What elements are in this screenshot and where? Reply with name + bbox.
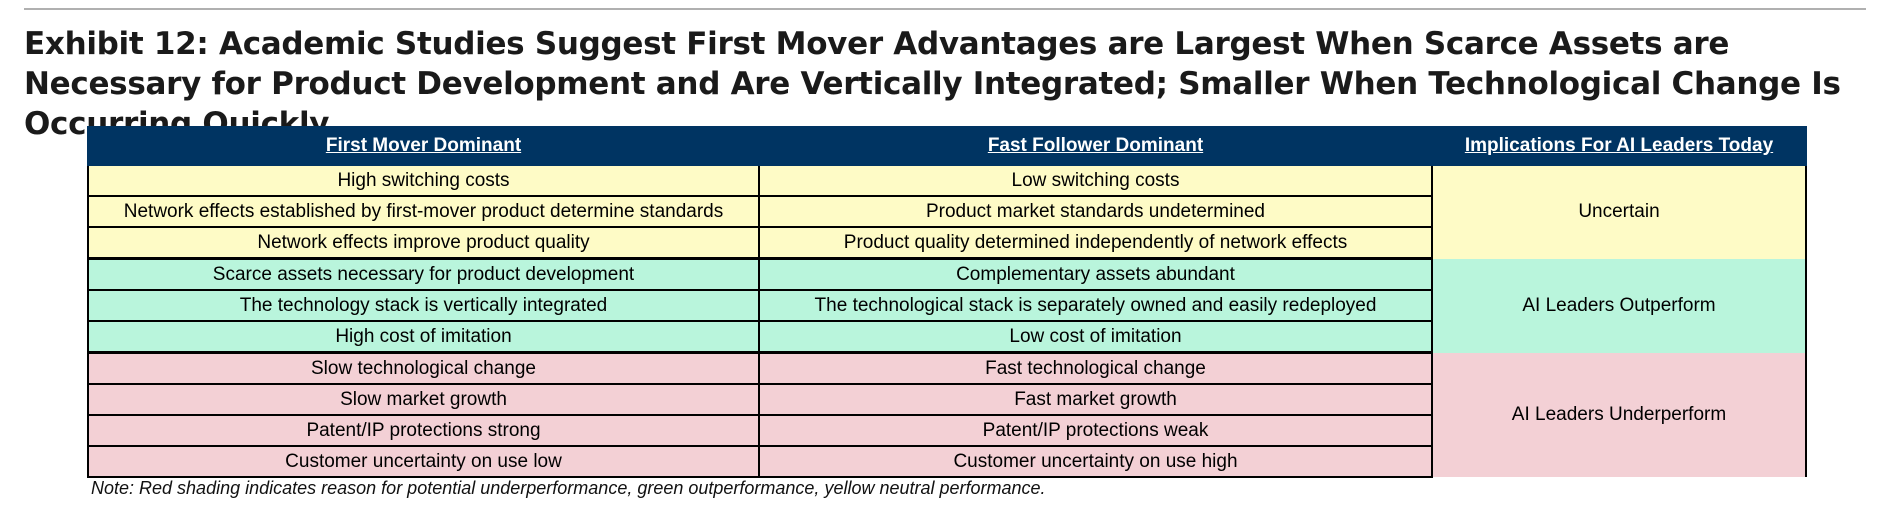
table-header-row: First Mover Dominant Fast Follower Domin… <box>87 126 1807 166</box>
first-mover-cell: High cost of imitation <box>87 320 760 354</box>
fast-follower-cell: Fast technological change <box>758 351 1433 385</box>
header-first-mover: First Mover Dominant <box>87 126 760 166</box>
first-mover-cell: The technology stack is vertically integ… <box>87 289 760 322</box>
fast-follower-cell: The technological stack is separately ow… <box>758 289 1433 322</box>
implication-uncertain: Uncertain <box>1431 165 1807 259</box>
first-mover-cell: Network effects improve product quality <box>87 226 760 260</box>
fast-follower-cell: Product quality determined independently… <box>758 226 1433 260</box>
implication-underperform: AI Leaders Underperform <box>1431 352 1807 477</box>
fast-follower-cell: Complementary assets abundant <box>758 257 1433 291</box>
header-fast-follower: Fast Follower Dominant <box>758 126 1433 166</box>
fast-follower-cell: Patent/IP protections weak <box>758 414 1433 447</box>
fast-follower-cell: Low switching costs <box>758 164 1433 197</box>
first-mover-cell: Scarce assets necessary for product deve… <box>87 257 760 291</box>
first-mover-cell: Network effects established by first-mov… <box>87 195 760 228</box>
table-row: Slow technological change Fast technolog… <box>87 351 1807 477</box>
first-mover-cell: Customer uncertainty on use low <box>87 445 760 478</box>
header-implications: Implications For AI Leaders Today <box>1431 126 1807 166</box>
fast-follower-cell: Low cost of imitation <box>758 320 1433 354</box>
footnote: Note: Red shading indicates reason for p… <box>91 478 1046 498</box>
table-row: Scarce assets necessary for product deve… <box>87 257 1807 353</box>
first-mover-cell: High switching costs <box>87 164 760 197</box>
table-row: High switching costs Low switching costs… <box>87 164 1807 259</box>
first-mover-cell: Slow technological change <box>87 351 760 385</box>
fast-follower-cell: Customer uncertainty on use high <box>758 445 1433 478</box>
top-divider <box>24 8 1866 10</box>
fast-follower-cell: Product market standards undetermined <box>758 195 1433 228</box>
first-mover-cell: Patent/IP protections strong <box>87 414 760 447</box>
fast-follower-cell: Fast market growth <box>758 383 1433 416</box>
first-mover-cell: Slow market growth <box>87 383 760 416</box>
exhibit-title: Exhibit 12: Academic Studies Suggest Fir… <box>24 26 1841 142</box>
first-mover-table: First Mover Dominant Fast Follower Domin… <box>87 126 1807 478</box>
implication-outperform: AI Leaders Outperform <box>1431 258 1807 353</box>
